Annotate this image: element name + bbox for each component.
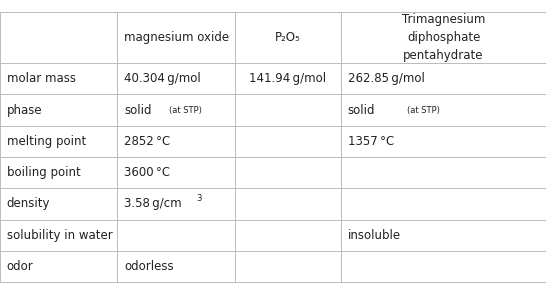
- Text: (at STP): (at STP): [407, 106, 440, 115]
- Text: (at STP): (at STP): [169, 106, 201, 115]
- Text: magnesium oxide: magnesium oxide: [123, 31, 229, 44]
- Text: 1357 °C: 1357 °C: [348, 135, 394, 148]
- Text: 2852 °C: 2852 °C: [124, 135, 170, 148]
- Text: phase: phase: [7, 103, 42, 116]
- Text: 40.304 g/mol: 40.304 g/mol: [124, 72, 201, 85]
- Text: 141.94 g/mol: 141.94 g/mol: [250, 72, 327, 85]
- Text: solid: solid: [348, 103, 375, 116]
- Text: 3.58 g/cm: 3.58 g/cm: [124, 198, 182, 211]
- Text: boiling point: boiling point: [7, 166, 80, 179]
- Text: 3: 3: [197, 194, 202, 203]
- Text: insoluble: insoluble: [348, 229, 401, 242]
- Text: solid: solid: [124, 103, 151, 116]
- Text: density: density: [7, 198, 50, 211]
- Text: odor: odor: [7, 260, 33, 273]
- Text: solubility in water: solubility in water: [7, 229, 112, 242]
- Text: Trimagnesium
diphosphate
pentahydrate: Trimagnesium diphosphate pentahydrate: [402, 13, 485, 62]
- Text: molar mass: molar mass: [7, 72, 75, 85]
- Text: P₂O₅: P₂O₅: [275, 31, 301, 44]
- Text: odorless: odorless: [124, 260, 174, 273]
- Text: 3600 °C: 3600 °C: [124, 166, 170, 179]
- Text: melting point: melting point: [7, 135, 86, 148]
- Text: 262.85 g/mol: 262.85 g/mol: [348, 72, 425, 85]
